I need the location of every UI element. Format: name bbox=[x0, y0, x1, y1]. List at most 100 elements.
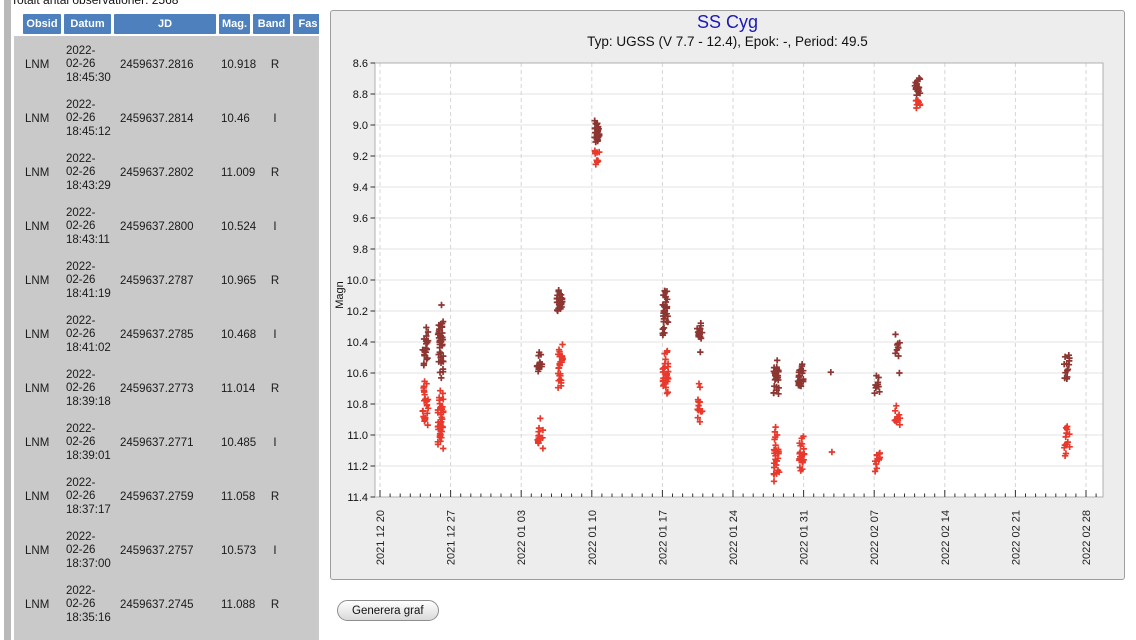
cell-band: I bbox=[273, 221, 277, 233]
y-tick-label: 10.8 bbox=[347, 399, 368, 411]
datum-line: 18:37:00 bbox=[66, 557, 111, 570]
x-tick-label: 2021 12 20 bbox=[375, 510, 387, 565]
cell-obsid: LNM bbox=[25, 167, 50, 179]
y-tick-label: 10.4 bbox=[347, 337, 368, 349]
cell-jd: 2459637.2814 bbox=[120, 113, 194, 125]
cell-obsid: LNM bbox=[25, 113, 50, 125]
datum-line: 02-26 bbox=[66, 328, 96, 341]
datum-line: 18:45:12 bbox=[66, 125, 111, 138]
y-tick-label: 11.2 bbox=[347, 461, 368, 473]
x-tick-label: 2022 02 07 bbox=[869, 510, 881, 565]
generate-graph-button[interactable]: Generera graf bbox=[337, 600, 439, 621]
cell-band: R bbox=[270, 167, 280, 179]
y-tick-label: 11.4 bbox=[347, 492, 368, 504]
datum-line: 18:43:29 bbox=[66, 179, 111, 192]
column-header-mag: Mag. bbox=[219, 14, 250, 34]
datum-line: 02-26 bbox=[66, 436, 96, 449]
datum-line: 2022- bbox=[66, 98, 96, 111]
cell-mag: 11.058 bbox=[221, 491, 256, 503]
table-row: LNM 2022- 02-26 18:39:01 2459637.2771 10.485 I bbox=[14, 416, 319, 470]
x-tick-label: 2022 01 31 bbox=[799, 510, 811, 565]
cell-datum: 2022- 02-26 18:45:12 bbox=[66, 99, 116, 140]
cell-jd: 2459637.2787 bbox=[120, 275, 194, 287]
datum-line: 18:45:30 bbox=[66, 71, 111, 84]
cell-band: I bbox=[273, 329, 277, 341]
cell-jd: 2459637.2773 bbox=[120, 383, 194, 395]
table-row: 2022- bbox=[14, 632, 319, 640]
column-header-fas: Fas bbox=[293, 14, 319, 34]
x-tick-label: 2021 12 27 bbox=[446, 510, 458, 565]
cell-datum: 2022- 02-26 18:43:29 bbox=[66, 153, 116, 194]
cell-band: I bbox=[273, 113, 277, 125]
cell-jd: 2459637.2759 bbox=[120, 491, 194, 503]
cell-jd: 2459637.2785 bbox=[120, 329, 194, 341]
cell-datum: 2022- 02-26 18:37:17 bbox=[66, 477, 116, 518]
datum-line: 02-26 bbox=[66, 166, 96, 179]
cell-datum: 2022- 02-26 18:45:30 bbox=[66, 45, 116, 86]
datum-line: 2022- bbox=[66, 206, 96, 219]
y-tick-label: 9.8 bbox=[353, 244, 368, 256]
column-header-jd: JD bbox=[114, 14, 216, 34]
cell-datum: 2022- 02-26 18:37:00 bbox=[66, 531, 116, 572]
cell-jd: 2459637.2771 bbox=[120, 437, 194, 449]
cell-datum: 2022- 02-26 18:39:18 bbox=[66, 369, 116, 410]
datum-line: 2022- bbox=[66, 260, 96, 273]
cell-obsid: LNM bbox=[25, 275, 50, 287]
cell-band: I bbox=[273, 545, 277, 557]
lightcurve-chart-panel: SS Cyg Typ: UGSS (V 7.7 - 12.4), Epok: -… bbox=[330, 10, 1125, 580]
x-tick-label: 2022 02 21 bbox=[1010, 510, 1022, 565]
cell-obsid: LNM bbox=[25, 383, 50, 395]
datum-line: 2022- bbox=[66, 44, 96, 57]
observations-table-body[interactable]: LNM 2022- 02-26 18:45:30 2459637.2816 10.918 R… bbox=[14, 36, 319, 640]
datum-line: 02-26 bbox=[66, 112, 96, 125]
y-tick-label: 9.2 bbox=[353, 151, 368, 163]
datum-line: 02-26 bbox=[66, 490, 96, 503]
y-tick-label: 9.4 bbox=[353, 182, 368, 194]
cell-obsid: LNM bbox=[25, 329, 50, 341]
datum-line: 02-26 bbox=[66, 274, 96, 287]
y-tick-label: 9.6 bbox=[353, 213, 368, 225]
table-row: LNM 2022- 02-26 18:41:19 2459637.2787 10.965 R bbox=[14, 254, 319, 308]
x-tick-label: 2022 01 24 bbox=[728, 510, 740, 565]
y-axis-ticks bbox=[370, 62, 375, 498]
datum-line: 2022- bbox=[66, 314, 96, 327]
cell-mag: 11.088 bbox=[221, 599, 256, 611]
cell-datum: 2022- 02-26 18:41:19 bbox=[66, 261, 116, 302]
datum-line: 02-26 bbox=[66, 382, 96, 395]
column-header-obsid: Obsid bbox=[23, 14, 61, 34]
table-row: LNM 2022- 02-26 18:37:00 2459637.2757 10.573 I bbox=[14, 524, 319, 578]
cell-datum: 2022- 02-26 18:39:01 bbox=[66, 423, 116, 464]
cell-jd: 2459637.2757 bbox=[120, 545, 194, 557]
cell-datum: 2022- 02-26 18:41:02 bbox=[66, 315, 116, 356]
datum-line: 02-26 bbox=[66, 544, 96, 557]
cell-mag: 11.009 bbox=[221, 167, 256, 179]
cell-band: R bbox=[270, 491, 280, 503]
observations-table-header: Obsid Datum JD Mag. Band Fas bbox=[23, 14, 319, 34]
cell-jd: 2459637.2800 bbox=[120, 221, 194, 233]
cell-jd: 2459637.2802 bbox=[120, 167, 194, 179]
cell-obsid: LNM bbox=[25, 221, 50, 233]
cell-obsid: LNM bbox=[25, 545, 50, 557]
datum-line: 18:43:11 bbox=[66, 233, 110, 246]
total-observations-label: Totalt antal observationer: 2568 bbox=[11, 0, 179, 7]
datum-line: 18:35:16 bbox=[66, 611, 111, 624]
table-row: LNM 2022- 02-26 18:35:16 2459637.2745 11.088 R bbox=[14, 578, 319, 632]
y-tick-label: 11.0 bbox=[347, 430, 368, 442]
cell-band: R bbox=[270, 59, 280, 71]
cell-band: R bbox=[270, 275, 280, 287]
datum-line: 2022- bbox=[66, 422, 96, 435]
datum-line: 2022- bbox=[66, 152, 96, 165]
cell-mag: 10.524 bbox=[221, 221, 257, 233]
table-row: LNM 2022- 02-26 18:43:29 2459637.2802 11.009 R bbox=[14, 146, 319, 200]
cell-mag: 11.014 bbox=[221, 383, 256, 395]
cell-obsid: LNM bbox=[25, 599, 50, 611]
column-header-datum: Datum bbox=[64, 14, 111, 34]
cell-datum: 2022- 02-26 18:43:11 bbox=[66, 207, 116, 248]
chart-title: SS Cyg bbox=[696, 12, 759, 32]
x-tick-label: 2022 01 10 bbox=[587, 510, 599, 565]
y-tick-label: 10.2 bbox=[347, 306, 368, 318]
cell-mag: 10.918 bbox=[221, 59, 257, 71]
cell-obsid: LNM bbox=[25, 437, 50, 449]
table-row: LNM 2022- 02-26 18:45:30 2459637.2816 10.918 R bbox=[14, 38, 319, 92]
cell-band: R bbox=[270, 599, 280, 611]
